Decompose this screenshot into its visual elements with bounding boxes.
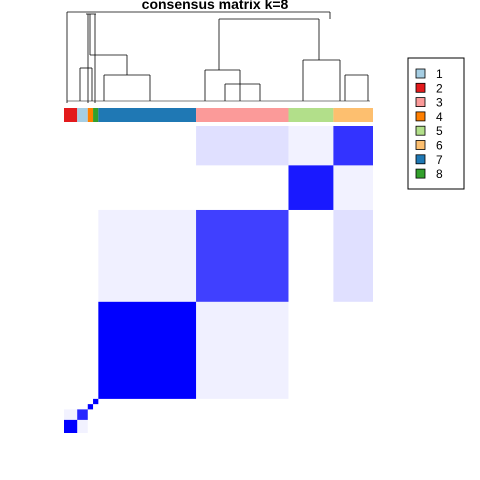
legend-swatch-8 [415, 168, 426, 179]
offdiag-block-3-6 [196, 126, 289, 166]
dendrogram [66, 11, 370, 103]
legend-label-2: 2 [436, 81, 443, 95]
legend-label-5: 5 [436, 124, 443, 138]
legend-swatch-4 [415, 111, 426, 122]
annotation-class-2 [64, 108, 78, 122]
legend-label-4: 4 [436, 110, 443, 124]
offdiag-block-3-7 [196, 301, 289, 399]
annotation-class-8 [93, 108, 99, 122]
legend-swatch-5 [415, 125, 426, 136]
consensus-block-class-8 [93, 398, 99, 405]
consensus-block-class-6 [333, 126, 373, 166]
consensus-block-class-1 [77, 409, 88, 420]
legend-box [407, 57, 465, 190]
annotation-class-6 [333, 108, 373, 122]
offdiag-block-1-2 [77, 419, 88, 433]
offdiag-block-6-5 [333, 165, 373, 210]
heatmap-matrix [64, 126, 373, 433]
legend-swatch-1 [415, 68, 426, 79]
offdiag-block-6-3 [333, 209, 373, 302]
annotation-class-5 [288, 108, 334, 122]
offdiag-block-7-3 [98, 209, 197, 302]
annotation-class-4 [87, 108, 94, 122]
offdiag-block-5-6 [288, 126, 334, 166]
consensus-block-class-4 [87, 404, 94, 410]
annotation-class-7 [98, 108, 197, 122]
legend-swatch-2 [415, 82, 426, 93]
legend-label-3: 3 [436, 96, 443, 110]
legend-label-7: 7 [436, 153, 443, 167]
class-annotation-bar [64, 108, 373, 122]
consensus-block-class-7 [98, 301, 197, 399]
annotation-class-1 [77, 108, 88, 122]
legend-label-1: 1 [436, 67, 443, 81]
consensus-block-class-5 [288, 165, 334, 210]
legend-swatch-7 [415, 154, 426, 165]
consensus-block-class-3 [196, 209, 289, 302]
chart-title: consensus matrix k=8 [142, 0, 289, 12]
legend-swatch-3 [415, 97, 426, 107]
consensus-block-class-2 [64, 419, 78, 433]
legend-swatch-6 [415, 140, 426, 150]
legend-label-6: 6 [436, 139, 443, 153]
offdiag-block-2-1 [64, 409, 78, 420]
annotation-class-3 [196, 108, 289, 122]
legend-label-8: 8 [436, 167, 443, 181]
